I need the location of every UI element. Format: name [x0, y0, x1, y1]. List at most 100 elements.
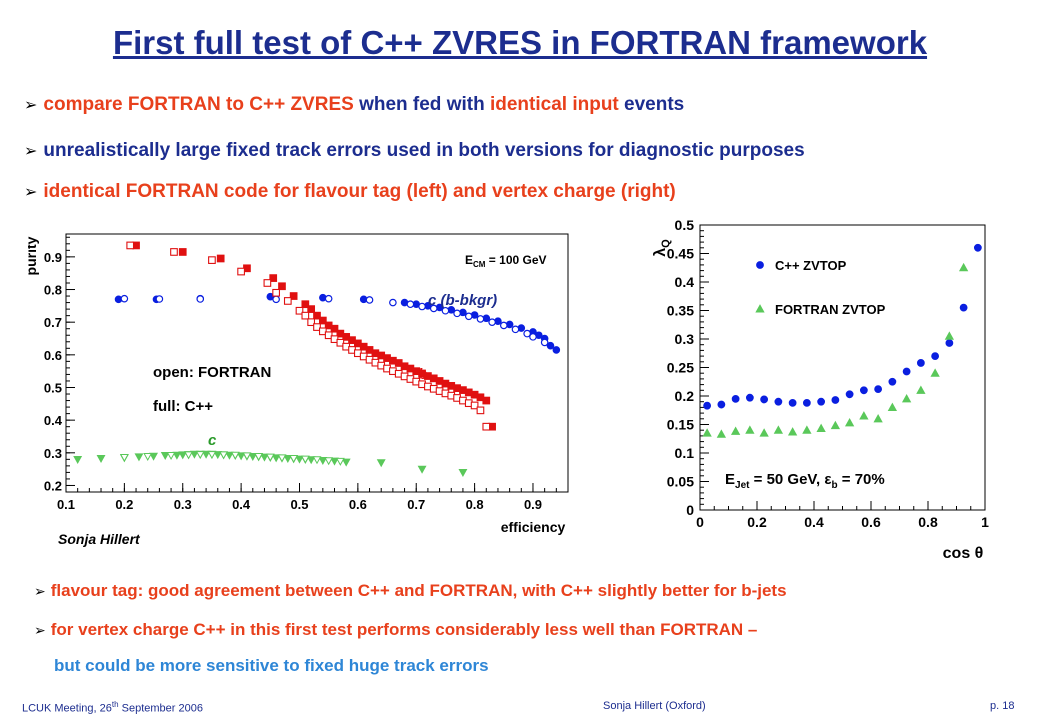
b-point — [216, 254, 225, 263]
legend-cpp-marker — [756, 261, 764, 269]
y-tick-label: 0.4 — [44, 413, 63, 428]
cbk-point — [540, 338, 549, 347]
b-point — [263, 279, 272, 287]
c-point — [254, 453, 264, 462]
cbk-point — [546, 341, 555, 350]
c-point — [289, 454, 299, 463]
b-point — [269, 274, 278, 282]
bullet-text: events — [624, 94, 685, 115]
bullet-1: ➢ compare FORTRAN to C++ ZVRES when fed w… — [24, 94, 684, 116]
y-tick-label: 0.9 — [44, 250, 62, 265]
cbk-point — [476, 315, 485, 323]
x-tick-label: 0.5 — [290, 497, 308, 512]
arrow-icon: ➢ — [24, 184, 38, 201]
cbk-point — [365, 296, 374, 304]
c-point — [341, 458, 351, 467]
fortran-zvtop-point — [716, 429, 727, 438]
cpp-zvtop-point — [845, 390, 854, 399]
c-point — [417, 465, 427, 474]
fortran-zvtop-point — [958, 262, 969, 272]
arrow-icon: ➢ — [24, 143, 38, 160]
b-point — [208, 256, 216, 264]
c-point — [207, 451, 217, 460]
x-axis-label: cos θ — [943, 545, 984, 562]
legend-fortran-marker — [755, 304, 765, 313]
b-point — [313, 311, 321, 320]
y-tick-label: 0.8 — [44, 283, 62, 298]
cpp-zvtop-point — [731, 394, 740, 403]
cpp-zvtop-point — [859, 386, 868, 395]
c-point — [230, 451, 240, 460]
cbk-point — [120, 294, 129, 303]
x-tick-label: 0.8 — [918, 514, 938, 530]
x-tick-label: 1 — [981, 514, 989, 530]
c-point — [219, 451, 229, 460]
b-point — [272, 288, 280, 297]
data-points — [73, 241, 561, 478]
c-point — [330, 457, 339, 466]
c-point — [236, 452, 246, 461]
y-tick-label: 0.7 — [44, 315, 62, 330]
y-tick-label: 0.4 — [675, 274, 695, 290]
b-point — [482, 396, 491, 405]
x-tick-label: 0.8 — [466, 497, 484, 512]
c-point — [248, 453, 258, 462]
cpp-zvtop-point — [831, 396, 840, 404]
c-point — [134, 453, 144, 462]
c-point — [143, 453, 153, 462]
y-tick-label: 0.3 — [675, 331, 695, 347]
x-tick-label: 0.1 — [57, 497, 75, 512]
y-tick-label: 0.5 — [675, 217, 695, 233]
c-label: c — [208, 432, 217, 449]
b-point — [278, 282, 286, 291]
bullet-text: for vertex charge C++ in this first test… — [50, 620, 758, 639]
cpp-zvtop-point — [945, 339, 954, 347]
y-tick-label: 0.2 — [675, 388, 695, 404]
c-point — [213, 451, 223, 460]
fortran-zvtop-point — [873, 413, 883, 423]
c-point — [178, 451, 188, 460]
c-point — [160, 452, 170, 461]
cpp-zvtop-point — [703, 401, 712, 410]
bullet-text: identical FORTRAN code for flavour tag (… — [43, 181, 676, 202]
c-point — [312, 456, 322, 465]
cbk-point — [155, 295, 164, 303]
cpp-zvtop-point — [931, 352, 940, 361]
y-tick-label: 0.3 — [44, 446, 62, 461]
fortran-zvtop-point — [802, 425, 812, 434]
fortran-zvtop-point — [787, 427, 798, 436]
fortran-zvtop-point — [745, 425, 755, 434]
cpp-zvtop-point — [902, 367, 911, 376]
y-tick-label: 0.25 — [667, 360, 694, 376]
c-point — [335, 457, 345, 466]
footer-page: p. 18 — [990, 700, 1015, 712]
cpp-zvtop-point — [802, 398, 811, 407]
b-point — [170, 248, 178, 256]
c-point — [189, 450, 199, 459]
fortran-zvtop-point — [730, 426, 741, 435]
bullet-2: ➢ unrealistically large fixed track error… — [24, 140, 805, 162]
c-point — [201, 450, 211, 459]
arrow-icon: ➢ — [34, 622, 46, 638]
cbk-point — [196, 295, 205, 303]
b-point — [295, 306, 304, 315]
cpp-zvtop-point — [973, 243, 982, 252]
b-point — [318, 316, 327, 325]
plot-frame — [65, 233, 569, 493]
cpp-zvtop-point — [874, 385, 883, 394]
c-point — [172, 451, 182, 460]
open-fortran-label: open: FORTRAN — [153, 364, 271, 381]
b-point — [476, 406, 485, 415]
y-tick-label: 0.5 — [44, 380, 62, 395]
b-point — [126, 241, 135, 250]
bullet-3: ➢ identical FORTRAN code for flavour tag … — [24, 181, 676, 203]
b-point — [307, 318, 316, 327]
cut-label: EJet = 50 GeV, εb = 70% — [725, 471, 885, 491]
c-point — [265, 453, 275, 462]
fortran-zvtop-point — [844, 417, 855, 427]
y-tick-label: 0.15 — [667, 417, 694, 433]
fortran-zvtop-point — [930, 368, 940, 377]
c-point — [96, 454, 106, 463]
arrow-icon: ➢ — [34, 583, 46, 599]
b-point — [470, 401, 479, 410]
